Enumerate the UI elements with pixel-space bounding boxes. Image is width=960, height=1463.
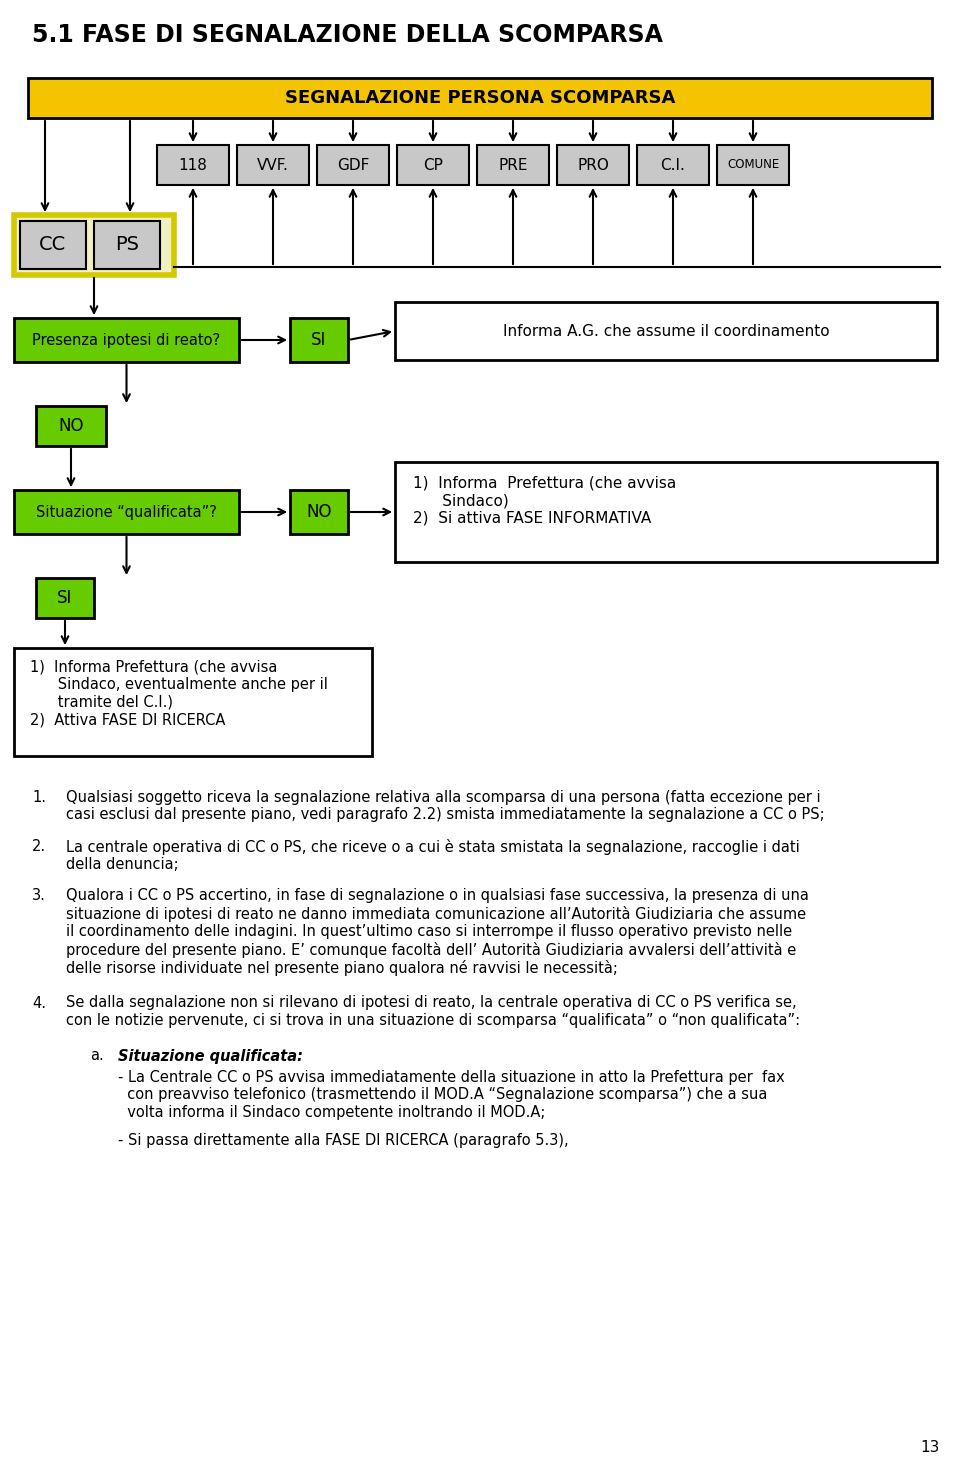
Text: SEGNALAZIONE PERSONA SCOMPARSA: SEGNALAZIONE PERSONA SCOMPARSA: [285, 89, 675, 107]
Bar: [317, 145, 389, 184]
Bar: [557, 145, 629, 184]
Bar: [397, 145, 469, 184]
Bar: [20, 221, 86, 269]
Text: NO: NO: [306, 503, 332, 521]
Bar: [14, 317, 239, 361]
Text: - Si passa direttamente alla FASE DI RICERCA (paragrafo 5.3),: - Si passa direttamente alla FASE DI RIC…: [118, 1132, 568, 1147]
Bar: [477, 145, 549, 184]
Text: 2.: 2.: [32, 838, 46, 854]
Bar: [637, 145, 709, 184]
Bar: [717, 145, 789, 184]
Text: 1)  Informa  Prefettura (che avvisa
      Sindaco)
2)  Si attiva FASE INFORMATIV: 1) Informa Prefettura (che avvisa Sindac…: [413, 475, 676, 525]
Text: Se dalla segnalazione non si rilevano di ipotesi di reato, la centrale operativa: Se dalla segnalazione non si rilevano di…: [66, 995, 800, 1028]
Text: PS: PS: [115, 236, 139, 255]
Text: PRE: PRE: [498, 158, 528, 173]
Text: PRO: PRO: [577, 158, 609, 173]
Text: 118: 118: [179, 158, 207, 173]
Bar: [157, 145, 229, 184]
Bar: [14, 215, 174, 275]
Text: - La Centrale CC o PS avvisa immediatamente della situazione in atto la Prefettu: - La Centrale CC o PS avvisa immediatame…: [118, 1069, 784, 1119]
Text: 5.1 FASE DI SEGNALAZIONE DELLA SCOMPARSA: 5.1 FASE DI SEGNALAZIONE DELLA SCOMPARSA: [32, 23, 662, 47]
Bar: [14, 490, 239, 534]
Text: Situazione qualificata:: Situazione qualificata:: [118, 1049, 303, 1064]
Bar: [290, 490, 348, 534]
Bar: [28, 78, 932, 119]
Text: 1)  Informa Prefettura (che avvisa
      Sindaco, eventualmente anche per il
   : 1) Informa Prefettura (che avvisa Sindac…: [30, 660, 328, 727]
Text: Qualora i CC o PS accertino, in fase di segnalazione o in qualsiasi fase success: Qualora i CC o PS accertino, in fase di …: [66, 888, 809, 976]
Text: C.I.: C.I.: [660, 158, 685, 173]
Text: Presenza ipotesi di reato?: Presenza ipotesi di reato?: [33, 332, 221, 348]
Text: 13: 13: [921, 1441, 940, 1456]
Bar: [395, 301, 937, 360]
Text: CC: CC: [39, 236, 66, 255]
Text: SI: SI: [311, 331, 326, 350]
Bar: [395, 462, 937, 562]
Bar: [290, 317, 348, 361]
Text: a.: a.: [90, 1049, 104, 1064]
Text: CP: CP: [423, 158, 443, 173]
Text: NO: NO: [59, 417, 84, 435]
Text: VVF.: VVF.: [257, 158, 289, 173]
Text: Qualsiasi soggetto riceva la segnalazione relativa alla scomparsa di una persona: Qualsiasi soggetto riceva la segnalazion…: [66, 790, 825, 822]
Text: SI: SI: [58, 590, 73, 607]
Bar: [237, 145, 309, 184]
Bar: [94, 221, 160, 269]
Bar: [14, 648, 372, 756]
Text: La centrale operativa di CC o PS, che riceve o a cui è stata smistata la segnala: La centrale operativa di CC o PS, che ri…: [66, 838, 800, 872]
Text: 4.: 4.: [32, 995, 46, 1011]
Text: Informa A.G. che assume il coordinamento: Informa A.G. che assume il coordinamento: [503, 323, 829, 338]
Bar: [36, 578, 94, 617]
Text: Situazione “qualificata”?: Situazione “qualificata”?: [36, 505, 217, 519]
Text: 3.: 3.: [32, 888, 46, 903]
Text: COMUNE: COMUNE: [727, 158, 780, 171]
Text: 1.: 1.: [32, 790, 46, 805]
Bar: [36, 407, 106, 446]
Text: GDF: GDF: [337, 158, 370, 173]
